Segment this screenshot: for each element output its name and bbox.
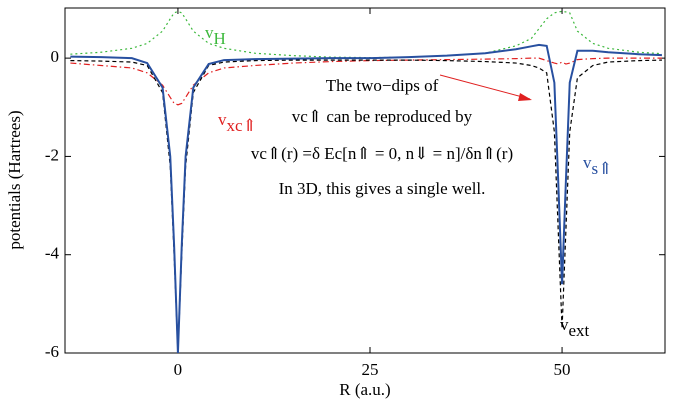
note-line: vc⇑ can be reproduced by: [292, 107, 473, 126]
y-tick-label: -4: [45, 244, 60, 263]
curve-label-sub: H: [214, 29, 226, 48]
curve-label-main: v: [218, 110, 227, 129]
curve-label: vxc⇑: [218, 110, 257, 135]
curve-label: vext: [560, 315, 590, 340]
y-tick-label: 0: [51, 47, 60, 66]
x-tick-label: 25: [361, 360, 378, 379]
series-line: [70, 57, 662, 106]
x-tick-label: 0: [174, 360, 183, 379]
series-line: [70, 10, 662, 59]
curve-label-main: v: [560, 315, 569, 334]
y-axis-label: potentials (Hartrees): [5, 110, 24, 249]
series-line: [70, 43, 662, 354]
series-line: [70, 59, 662, 354]
note-line: In 3D, this gives a single well.: [279, 179, 486, 198]
x-axis-label: R (a.u.): [339, 380, 390, 399]
plot-frame: [64, 7, 666, 354]
y-tick-label: -2: [45, 145, 59, 164]
y-tick-label: -6: [45, 342, 59, 361]
curve-label-sub: ext: [569, 321, 590, 340]
curve-label: vs⇑: [583, 153, 612, 178]
arrow-head: [518, 93, 532, 101]
note-line: vc⇑(r) =δ Ec[n⇑ = 0, n⇓ = n]/δn⇑(r): [251, 144, 513, 163]
curve-label: vH: [205, 23, 226, 48]
curve-label-main: v: [205, 23, 214, 42]
note-line: The two−dips of: [326, 76, 439, 95]
x-tick-label: 50: [554, 360, 571, 379]
curve-label-sub: s⇑: [592, 159, 613, 178]
curve-label-sub: xc⇑: [227, 116, 257, 135]
curve-label-main: v: [583, 153, 592, 172]
arrow-line: [439, 74, 531, 100]
